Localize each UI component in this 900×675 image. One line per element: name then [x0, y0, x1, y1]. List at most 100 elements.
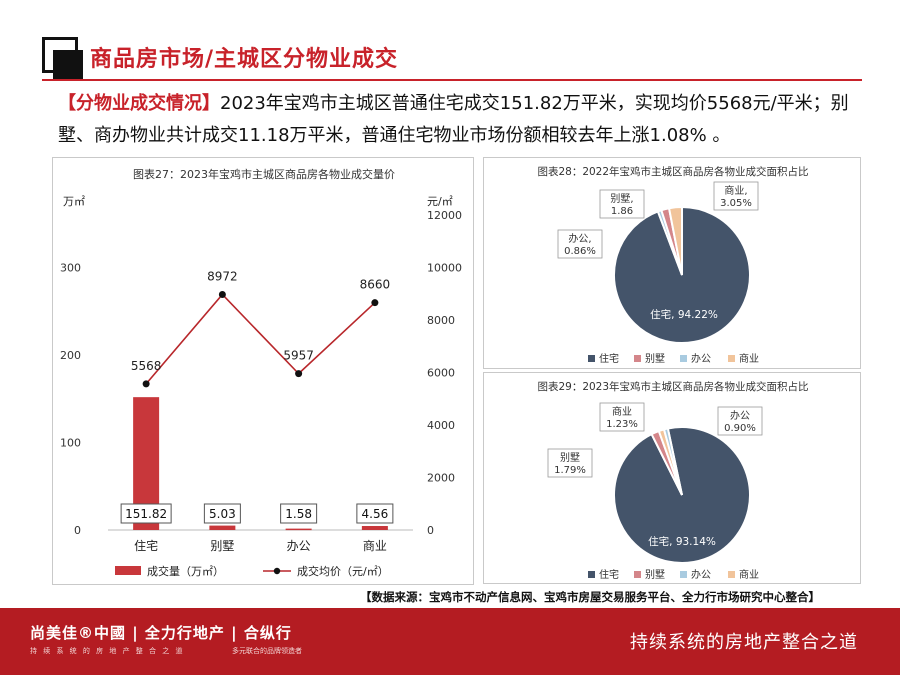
x-tick-label: 商业 [363, 538, 387, 553]
chart-title: 图表29：2023年宝鸡市主城区商品房各物业成交面积占比 [537, 380, 808, 393]
pie-data-label-box [599, 402, 645, 432]
chart-panel-pie-2022: 图表28：2022年宝鸡市主城区商品房各物业成交面积占比住宅, 94.22% 别墅… [483, 157, 861, 369]
pie-data-label: 办公 [730, 409, 750, 422]
legend-swatch [728, 571, 735, 578]
y-right-unit: 元/㎡ [427, 195, 453, 208]
y-right-tick-label: 10000 [427, 262, 462, 275]
legend-label-volume: 成交量（万㎡） [147, 564, 224, 578]
pie-data-label: 3.05% [720, 198, 752, 209]
y-right-tick-label: 8000 [427, 314, 455, 327]
bar-volume [361, 526, 388, 530]
pie-data-label: 1.23% [606, 419, 638, 430]
y-left-unit: 万㎡ [63, 195, 85, 208]
chart-title: 图表27：2023年宝鸡市主城区商品房各物业成交量价 [133, 167, 395, 181]
footer-brand: 尚美佳®中國 | 全力行地产 | 合纵行 [30, 624, 292, 642]
legend-swatch [634, 571, 641, 578]
bar-data-label: 1.58 [285, 507, 312, 521]
bar-data-label-box [356, 503, 394, 524]
pie-data-label: 住宅, 93.14% [648, 535, 716, 548]
pie-data-label: 住宅, 94.22% [650, 308, 718, 321]
bar-data-label-box [280, 503, 318, 524]
pie-data-label: 别墅 [560, 452, 580, 464]
bar-data-label: 5.03 [209, 507, 236, 521]
line-price-point [218, 290, 226, 298]
bar-data-label: 4.56 [362, 507, 389, 521]
pie-data-label-box [717, 406, 763, 436]
bar-volume [285, 528, 312, 531]
pie-data-label: 0.86% [564, 246, 596, 257]
legend-marker-price [273, 567, 281, 575]
pie-data-label-box [599, 189, 645, 219]
line-data-label: 5957 [283, 349, 314, 363]
legend-swatch [588, 571, 595, 578]
pie-data-label: 商业 [612, 405, 632, 418]
pie-data-label: 1.86 [611, 206, 633, 217]
legend-swatch [634, 355, 641, 362]
y-left-tick-label: 200 [60, 349, 81, 362]
summary-tag: 【分物业成交情况】 [58, 93, 220, 114]
y-right-tick-label: 6000 [427, 367, 455, 380]
legend-label: 别墅 [645, 353, 665, 365]
legend-label: 办公 [691, 352, 711, 365]
legend-swatch [588, 355, 595, 362]
y-left-tick-label: 0 [74, 524, 81, 537]
title-logo-mark [42, 37, 83, 80]
page-title: 商品房市场/主城区分物业成交 [90, 47, 399, 72]
chart-title: 图表28：2022年宝鸡市主城区商品房各物业成交面积占比 [537, 165, 808, 178]
pie-slice-商业 [667, 205, 683, 276]
pie-slice-办公 [662, 427, 683, 496]
line-price-point [295, 370, 303, 378]
footer-brand-subtitle: 持 续 系 统 的 房 地 产 整 合 之 道 [30, 647, 185, 655]
line-data-label: 8972 [207, 269, 238, 283]
legend-swatch [728, 355, 735, 362]
pie-data-label: 商业, [724, 184, 747, 197]
line-price-point [371, 299, 379, 307]
legend-label: 办公 [691, 568, 711, 581]
summary-paragraph: 【分物业成交情况】2023年宝鸡市主城区普通住宅成交151.82万平米，实现均价… [58, 88, 858, 152]
line-data-label: 5568 [131, 359, 162, 373]
line-price [145, 293, 376, 385]
legend-swatch-volume [115, 566, 141, 575]
x-tick-label: 住宅 [134, 538, 158, 553]
bar-volume [209, 525, 236, 530]
pie-data-label-box [557, 229, 603, 259]
y-right-tick-label: 4000 [427, 419, 455, 432]
title-rule [42, 79, 862, 81]
y-right-tick-label: 12000 [427, 209, 462, 222]
line-data-label: 8660 [360, 278, 391, 292]
legend-swatch [680, 355, 687, 362]
legend-label: 商业 [739, 568, 759, 581]
pie-data-label: 办公, [568, 232, 591, 245]
legend-label: 住宅 [599, 352, 619, 365]
footer-brand-subtitle-2: 多元联合的品牌领造者 [232, 647, 302, 655]
legend-swatch [680, 571, 687, 578]
line-price-point [142, 380, 150, 388]
pie-data-label-box [713, 181, 759, 211]
y-left-tick-label: 300 [60, 262, 81, 275]
pie-data-label: 0.90% [724, 423, 756, 434]
footer-slogan: 持续系统的房地产整合之道 [630, 632, 858, 653]
legend-label: 别墅 [645, 569, 665, 581]
legend-label: 住宅 [599, 568, 619, 581]
y-right-tick-label: 2000 [427, 472, 455, 485]
legend-label-price: 成交均价（元/㎡） [297, 564, 389, 578]
data-source-note: 【数据来源：宝鸡市不动产信息网、宝鸡市房屋交易服务平台、全力行市场研究中心整合】 [360, 590, 820, 604]
bar-data-label-box [120, 503, 172, 524]
legend-label: 商业 [739, 352, 759, 365]
pie-data-label: 1.79% [554, 465, 586, 476]
bar-data-label-box [203, 503, 241, 524]
pie-data-label-box [547, 448, 593, 478]
chart-panel-volume-price: 图表27：2023年宝鸡市主城区商品房各物业成交量价万㎡ 元/㎡ 0 100 200 30… [52, 157, 474, 585]
summary-text: 2023年宝鸡市主城区普通住宅成交151.82万平米，实现均价5568元/平米；… [58, 93, 849, 146]
chart-panel-pie-2023: 图表29：2023年宝鸡市主城区商品房各物业成交面积占比住宅, 93.14% 别墅… [483, 372, 861, 584]
y-left-tick-label: 100 [60, 437, 81, 450]
bar-data-label: 151.82 [125, 507, 167, 521]
pie-data-label: 别墅, [610, 193, 633, 205]
footer-bar: 尚美佳®中國 | 全力行地产 | 合纵行 持 续 系 统 的 房 地 产 整 合… [0, 608, 900, 675]
x-tick-label: 办公 [287, 538, 311, 553]
y-right-tick-label: 0 [427, 524, 434, 537]
x-tick-label: 别墅 [210, 539, 234, 553]
